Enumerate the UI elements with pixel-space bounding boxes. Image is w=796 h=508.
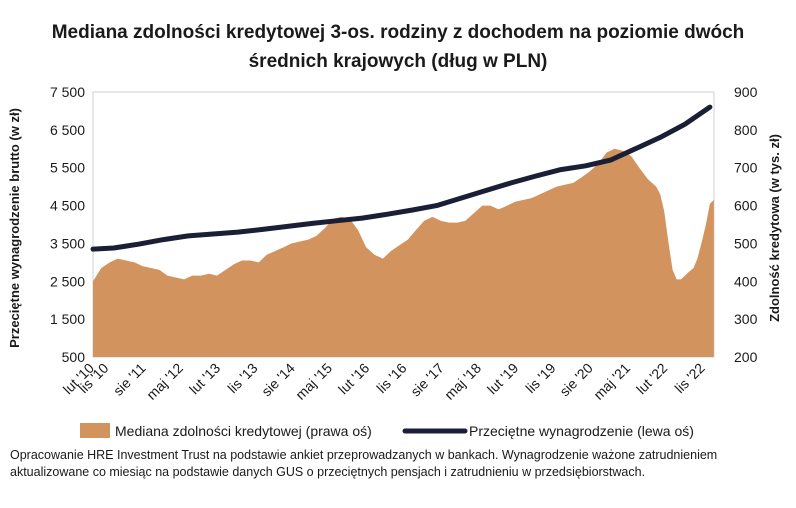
x-tick-label: lis '13 <box>224 360 260 396</box>
x-tick-label: lut '22 <box>633 360 671 398</box>
y-left-tick-label: 2 500 <box>50 273 85 289</box>
y-axis-right-title: Zdolność kredytowa (w tys. zł) <box>767 134 782 322</box>
y-left-tick-label: 6 500 <box>50 122 85 138</box>
x-tick-label: maj '18 <box>441 360 484 403</box>
y-right-tick-label: 200 <box>734 349 758 365</box>
y-left-tick-label: 4 500 <box>50 198 85 214</box>
y-left-tick-label: 500 <box>62 349 86 365</box>
area-series-layer <box>93 148 714 357</box>
x-tick-label: maj '21 <box>590 360 633 403</box>
y-left-tick-label: 1 500 <box>50 311 85 327</box>
chart-title-line-2: średnich krajowych (dług w PLN) <box>249 51 548 72</box>
x-tick-label: sie '11 <box>110 360 149 399</box>
y-right-tick-label: 500 <box>734 235 758 251</box>
x-tick-label: lut '13 <box>186 360 224 398</box>
legend: Mediana zdolności kredytowej (prawa oś) … <box>80 423 694 439</box>
x-tick-label: sie '17 <box>407 360 447 400</box>
x-tick-label: lis '22 <box>671 360 707 396</box>
line-series-layer <box>90 104 713 252</box>
y-right-tick-label: 800 <box>734 122 758 138</box>
x-tick-label: maj '12 <box>143 360 186 403</box>
legend-label-area: Mediana zdolności kredytowej (prawa oś) <box>115 423 372 439</box>
legend-label-line: Przeciętne wynagrodzenie (lewa oś) <box>469 423 694 439</box>
chart: Mediana zdolności kredytowej 3-os. rodzi… <box>7 22 782 439</box>
y-right-tick-label: 300 <box>734 311 758 327</box>
area-series-mediana-zdolnosci <box>93 148 714 357</box>
x-tick-label: lut '19 <box>484 360 522 398</box>
line-series-przecietne-wynagrodzenie <box>90 104 713 252</box>
x-tick-label: lis '19 <box>522 360 558 396</box>
x-tick-label: lis '16 <box>373 360 409 396</box>
x-tick-label: sie '14 <box>258 360 298 400</box>
footnote: Opracowanie HRE Investment Trust na pods… <box>10 448 718 479</box>
x-tick-label: sie '20 <box>556 360 596 400</box>
y-right-tick-label: 400 <box>734 273 758 289</box>
y-left-tick-label: 3 500 <box>50 235 85 251</box>
y-right-tick-label: 700 <box>734 160 758 176</box>
chart-title-line-1: Mediana zdolności kredytowej 3-os. rodzi… <box>52 22 745 43</box>
y-axis-left-title: Przeciętne wynagrodzenie brutto (w zł) <box>7 108 22 348</box>
x-tick-label: maj '15 <box>292 360 335 403</box>
y-right-tick-label: 600 <box>734 198 758 214</box>
y-left-tick-label: 5 500 <box>50 160 85 176</box>
y-right-tick-label: 900 <box>734 84 758 100</box>
legend-swatch-area <box>80 423 110 438</box>
x-tick-label: lut '16 <box>335 360 373 398</box>
y-left-tick-label: 7 500 <box>50 84 85 100</box>
